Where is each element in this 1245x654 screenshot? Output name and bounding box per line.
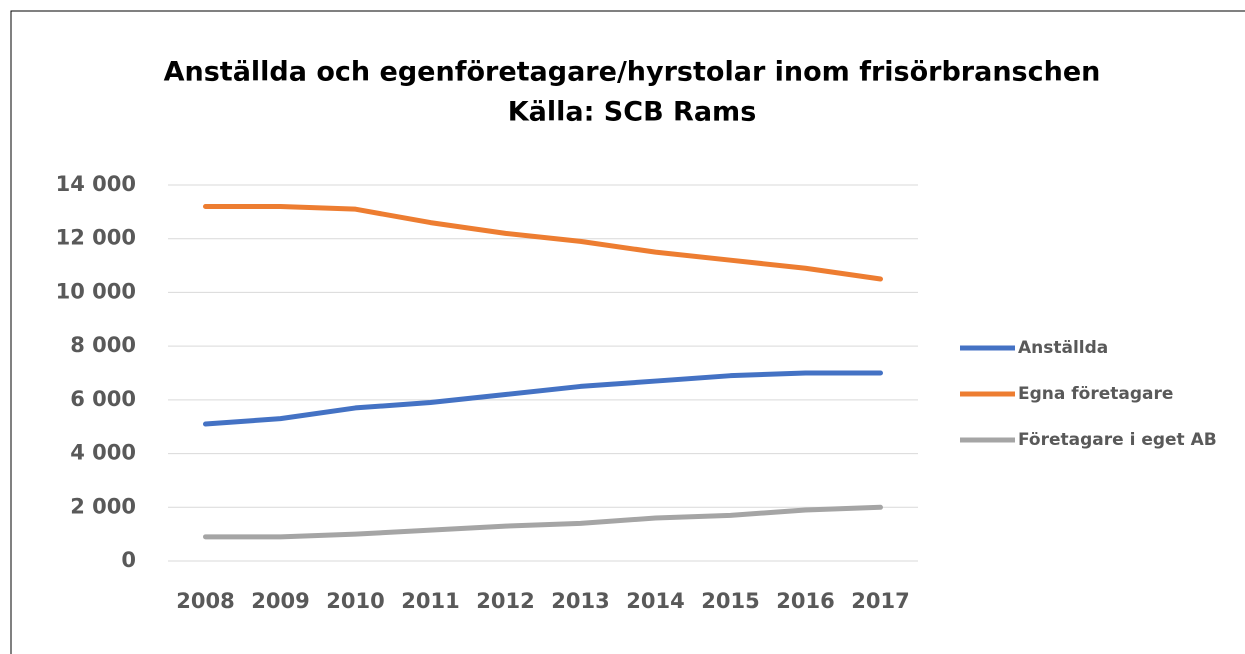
y-tick-label: 6 000 [70,387,136,411]
y-tick-label: 4 000 [70,441,136,465]
legend-label: Egna företagare [1018,384,1173,404]
legend-label: Anställda [1018,338,1108,358]
y-tick-label: 8 000 [70,333,136,357]
y-tick-label: 0 [121,548,136,572]
chart-frame [10,10,1245,654]
data-line [203,203,883,282]
x-tick-label: 2013 [551,589,609,613]
x-tick-label: 2012 [476,589,534,613]
y-tick-label: 10 000 [56,279,136,303]
chart-subtitle: Källa: SCB Rams [508,97,757,128]
legend-label: Företagare i eget AB [1018,430,1217,450]
y-tick-label: 14 000 [56,172,136,196]
y-tick-label: 12 000 [56,226,136,250]
x-tick-label: 2011 [401,589,459,613]
x-tick-label: 2016 [776,589,834,613]
x-tick-label: 2014 [626,589,684,613]
x-tick-label: 2009 [251,589,309,613]
data-line [203,504,883,540]
x-tick-label: 2017 [851,589,909,613]
x-tick-label: 2015 [701,589,759,613]
y-tick-label: 2 000 [70,494,136,518]
x-tick-label: 2008 [176,589,234,613]
x-tick-label: 2010 [326,589,384,613]
data-line [203,370,883,427]
chart-title: Anställda och egenföretagare/hyrstolar i… [164,57,1101,88]
